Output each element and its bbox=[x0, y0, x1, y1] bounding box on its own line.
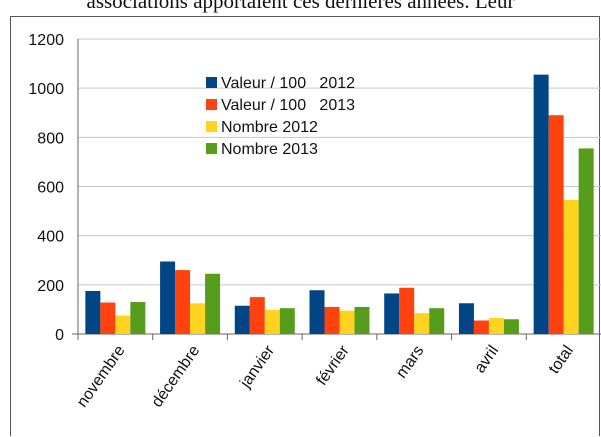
x-tick-labels: novembre décembre janvier février mars avril t… bbox=[74, 342, 577, 411]
legend-swatch bbox=[206, 121, 217, 132]
x-tick-label: février bbox=[313, 342, 353, 389]
legend: Valeur / 100 2012 Valeur / 100 2013 Nombre… bbox=[206, 75, 355, 158]
bars bbox=[85, 74, 594, 335]
legend-label: Valeur / 100 2013 bbox=[221, 97, 355, 114]
bar bbox=[414, 313, 430, 334]
y-tick-label: 0 bbox=[55, 327, 64, 344]
y-tick-label: 400 bbox=[37, 229, 64, 246]
bar bbox=[458, 303, 474, 334]
x-tick-label: novembre bbox=[74, 342, 129, 410]
bar bbox=[399, 287, 415, 334]
bar bbox=[578, 148, 594, 334]
bar bbox=[264, 309, 280, 334]
page-top-text: associations apportaient ces dernières a… bbox=[86, 0, 515, 13]
chart-frame: 0 200 400 600 800 1000 1200 novembre décembre ja… bbox=[10, 16, 601, 436]
y-tick-label: 200 bbox=[37, 278, 64, 295]
bar bbox=[339, 310, 355, 334]
bar bbox=[175, 270, 191, 334]
legend-swatch bbox=[206, 77, 217, 88]
bar bbox=[503, 319, 519, 334]
legend-swatch bbox=[206, 99, 217, 110]
y-tick-label: 800 bbox=[37, 130, 64, 147]
bar bbox=[548, 115, 564, 334]
bar bbox=[190, 303, 206, 334]
legend-label: Nombre 2013 bbox=[221, 141, 318, 158]
legend-label: Valeur / 100 2012 bbox=[221, 75, 355, 92]
x-tick-label: avril bbox=[471, 343, 502, 377]
bar bbox=[429, 308, 445, 334]
x-tick-label: décembre bbox=[149, 342, 204, 410]
x-tick-label: total bbox=[546, 343, 577, 378]
x-tick-label: mars bbox=[393, 343, 427, 382]
bar bbox=[100, 302, 116, 334]
bar bbox=[473, 320, 489, 334]
bar bbox=[384, 293, 400, 334]
legend-label: Nombre 2012 bbox=[221, 119, 318, 136]
bar bbox=[279, 308, 295, 334]
bar bbox=[130, 302, 146, 334]
bar bbox=[354, 306, 370, 334]
y-tick-label: 1200 bbox=[28, 32, 64, 49]
y-tick-labels: 0 200 400 600 800 1000 1200 bbox=[28, 32, 64, 344]
legend-swatch bbox=[206, 143, 217, 154]
bar bbox=[115, 315, 131, 334]
bar bbox=[309, 290, 325, 334]
bar bbox=[249, 297, 265, 334]
y-tick-label: 600 bbox=[37, 180, 64, 197]
bar bbox=[324, 306, 340, 334]
bar bbox=[488, 318, 504, 334]
bar bbox=[85, 290, 101, 334]
bar bbox=[533, 74, 549, 335]
x-tick-label: janvier bbox=[237, 342, 279, 392]
y-tick-label: 1000 bbox=[28, 81, 64, 98]
bar bbox=[234, 305, 250, 334]
bar bbox=[160, 261, 176, 334]
bar bbox=[205, 273, 221, 334]
bar bbox=[563, 200, 579, 334]
bar-chart: 0 200 400 600 800 1000 1200 novembre décembre ja… bbox=[28, 32, 601, 411]
